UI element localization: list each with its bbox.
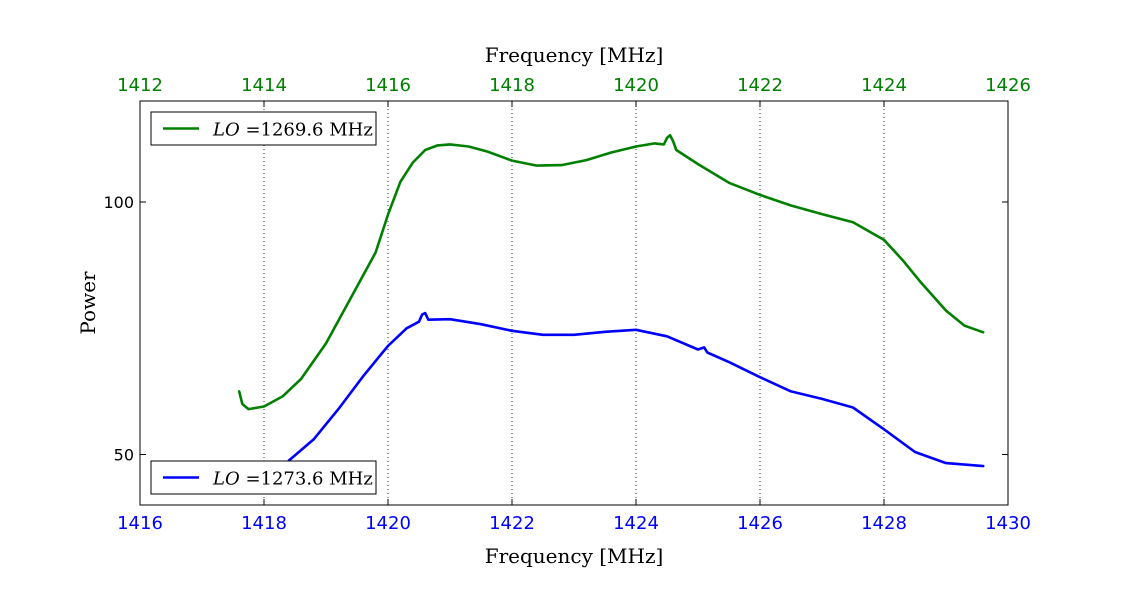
y-axis-label: Power bbox=[76, 271, 100, 335]
top-tick-label: 1418 bbox=[489, 75, 535, 96]
y-tick-label: 100 bbox=[103, 193, 134, 212]
grid-lines bbox=[263, 101, 885, 505]
bottom-tick-label: 1426 bbox=[737, 513, 783, 534]
bottom-tick-label: 1422 bbox=[489, 513, 535, 534]
series-line-blue bbox=[287, 311, 985, 468]
top-tick-label: 1414 bbox=[241, 75, 287, 96]
top-tick-label: 1424 bbox=[861, 75, 907, 96]
bottom-tick-label: 1420 bbox=[365, 513, 411, 534]
y-tick-label: 50 bbox=[114, 446, 134, 465]
legend-equals: = bbox=[240, 120, 261, 141]
top-axis-label: Frequency [MHz] bbox=[485, 43, 664, 67]
top-tick-label: 1426 bbox=[985, 75, 1031, 96]
bottom-tick-label: 1430 bbox=[985, 513, 1031, 534]
top-tick-label: 1412 bbox=[117, 75, 163, 96]
legend-label: LO =1273.6 MHz bbox=[212, 469, 373, 490]
legend-label: LO =1269.6 MHz bbox=[212, 120, 373, 141]
legend-variable: LO bbox=[212, 120, 240, 141]
bottom-tick-label: 1418 bbox=[241, 513, 287, 534]
series-line-green bbox=[237, 134, 985, 411]
legend-variable: LO bbox=[212, 469, 240, 490]
top-tick-label: 1416 bbox=[365, 75, 411, 96]
legend-equals: = bbox=[240, 469, 261, 490]
legend-value: 1273.6 MHz bbox=[261, 469, 373, 490]
bottom-tick-label: 1424 bbox=[613, 513, 659, 534]
bottom-tick-label: 1428 bbox=[861, 513, 907, 534]
ticks-layer: 1416 1418 1420 1422 1424 1426 1428 1430 1412 1414… bbox=[103, 75, 1030, 534]
legend-value: 1269.6 MHz bbox=[261, 120, 373, 141]
top-tick-label: 1420 bbox=[613, 75, 659, 96]
series-layer bbox=[237, 134, 985, 468]
top-tick-label: 1422 bbox=[737, 75, 783, 96]
bottom-tick-label: 1416 bbox=[117, 513, 163, 534]
plot-frame bbox=[139, 100, 1009, 506]
bottom-axis-label: Frequency [MHz] bbox=[485, 544, 664, 568]
